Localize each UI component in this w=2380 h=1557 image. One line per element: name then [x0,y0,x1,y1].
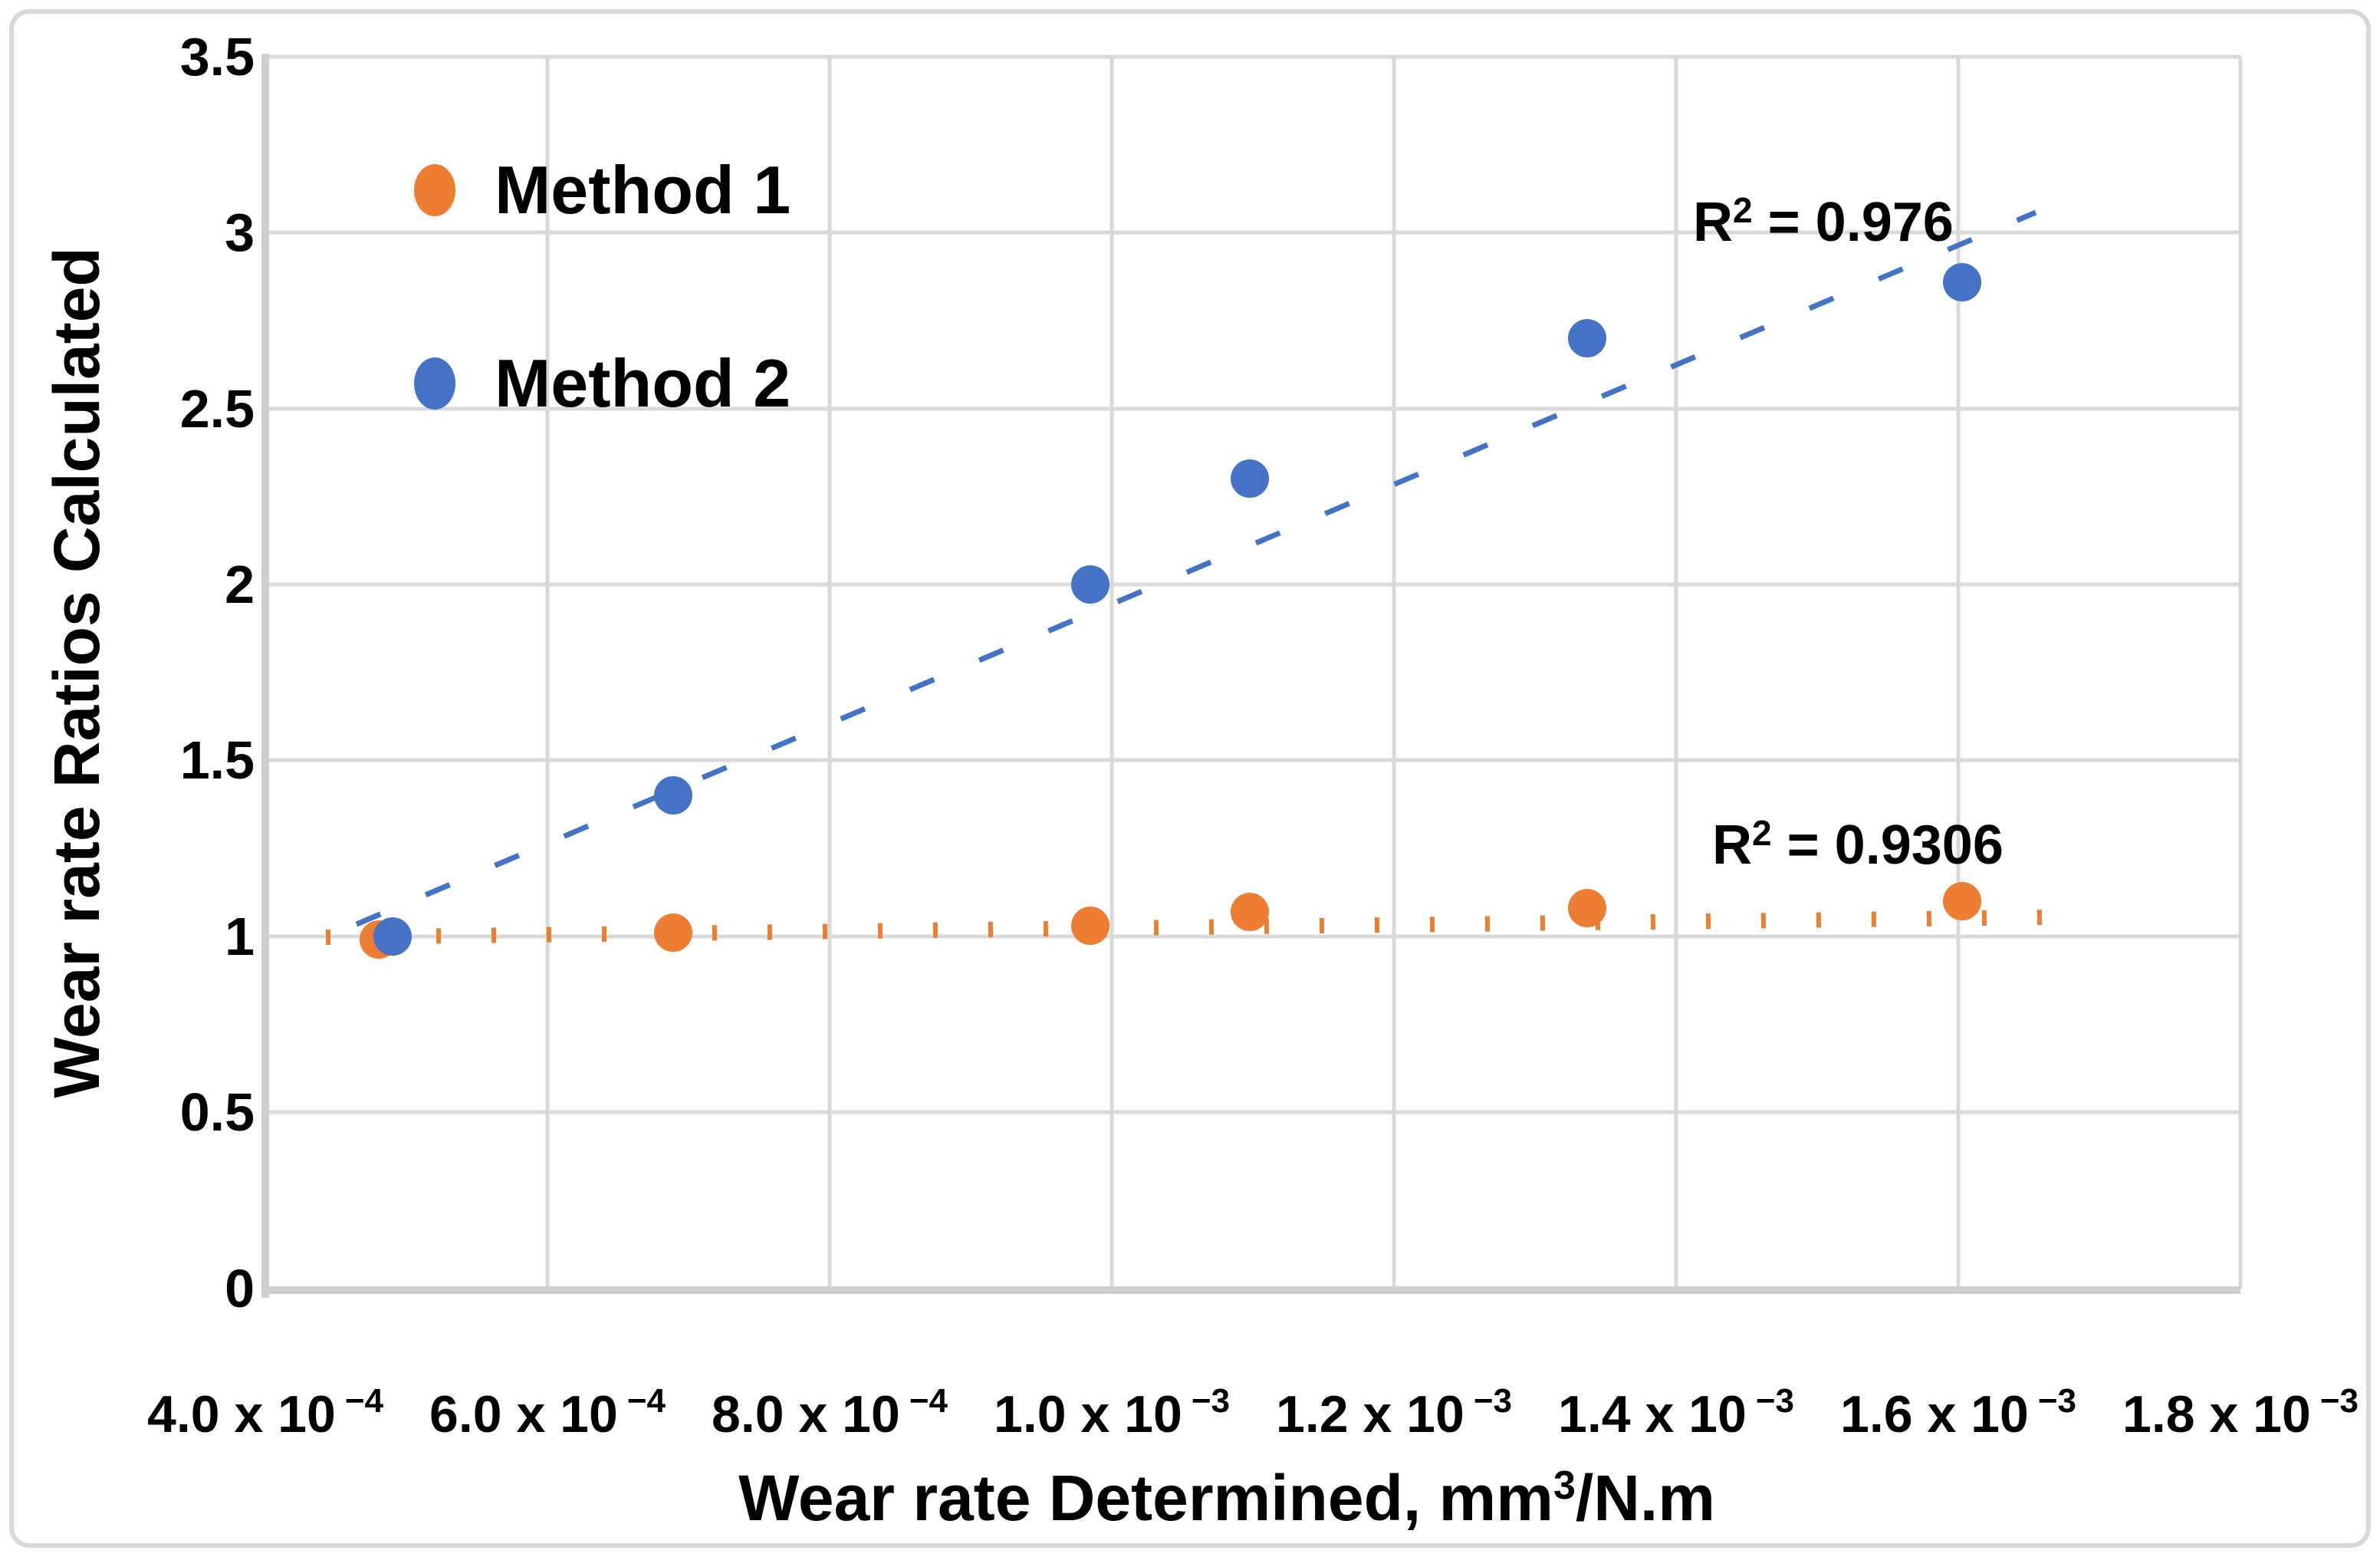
x-tick-6: 1.4 x 10 −3 [1558,1382,1794,1443]
x-tick-3-exponent: −4 [909,1382,948,1420]
x-tick-2: 6.0 x 10 −4 [429,1382,666,1443]
x-tick-5: 1.2 x 10 −3 [1276,1382,1512,1443]
x-tick-8-exponent: −3 [2319,1382,2359,1420]
x-tick-7: 1.6 x 10 −3 [1840,1382,2076,1443]
legend-label-method2: Method 2 [495,345,791,421]
r-squared-method2: R2 = 0.976 [1693,190,1954,253]
r-squared-method1: R2 = 0.9306 [1712,813,2004,876]
point-method1-4 [1231,893,1269,931]
point-method1-3 [1071,907,1109,945]
x-tick-8: 1.8 x 10 −3 [2122,1382,2359,1443]
y-tick-3_5: 3.5 [179,27,255,87]
horizontal-gridlines [265,54,2240,1114]
r-squared-method1-exponent: 2 [1752,813,1772,853]
y-tick-1: 1 [225,907,255,966]
point-method2-3 [1071,565,1109,604]
y-tick-2_5: 2.5 [179,379,255,439]
point-method2-1 [373,917,412,956]
trendline-method1 [325,910,2044,945]
y-tick-3: 3 [225,202,255,262]
x-axis-title: Wear rate Determined, mm3/N.m [738,1462,1715,1534]
legend-marker-method2 [414,357,455,410]
x-tick-2-exponent: −4 [626,1382,666,1420]
vertical-gridlines [545,57,2243,1289]
y-tick-1_5: 1.5 [179,730,255,790]
trendline-method2 [355,209,2037,927]
point-method1-6 [1943,882,1981,920]
legend-label-method1: Method 1 [495,152,791,228]
x-tick-3: 8.0 x 10 −4 [712,1382,948,1443]
r-squared-method2-exponent: 2 [1733,190,1753,230]
point-method2-2 [654,776,692,815]
y-axis-title: Wear rate Ratios Calculated [41,247,113,1098]
x-axis-title-exponent: 3 [1553,1463,1576,1508]
x-tick-7-exponent: −3 [2037,1382,2076,1420]
x-tick-6-exponent: −3 [1755,1382,1794,1420]
series-method2 [373,263,1981,956]
point-method1-5 [1568,889,1606,927]
x-tick-5-exponent: −3 [1473,1382,1512,1420]
y-tick-2: 2 [225,555,255,614]
series-method1 [360,882,1981,959]
x-tick-1: 4.0 x 10 −4 [147,1382,383,1443]
x-tick-1-exponent: −4 [344,1382,383,1420]
x-tick-4: 1.0 x 10 −3 [994,1382,1230,1443]
y-tick-0_5: 0.5 [179,1082,255,1142]
point-method2-6 [1943,263,1981,301]
point-method2-5 [1568,319,1606,357]
y-tick-0: 0 [225,1259,255,1318]
point-method1-2 [654,913,692,952]
x-tick-4-exponent: −3 [1191,1382,1230,1420]
legend-marker-method1 [414,164,455,216]
point-method2-4 [1231,459,1269,498]
